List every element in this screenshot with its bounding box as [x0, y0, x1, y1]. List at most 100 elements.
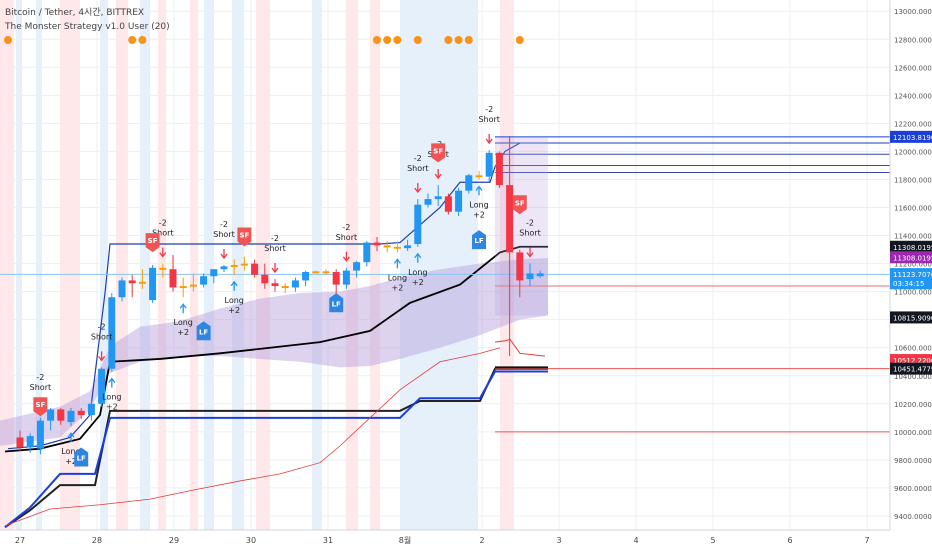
candle[interactable] [179, 277, 187, 298]
candle[interactable] [393, 241, 401, 253]
candle[interactable] [16, 430, 24, 452]
candle[interactable] [220, 265, 228, 273]
candle-body [210, 269, 218, 277]
candle-body [414, 204, 422, 244]
candle[interactable] [261, 263, 269, 289]
candle[interactable] [414, 199, 422, 247]
price-tag [890, 130, 932, 143]
candle[interactable] [138, 269, 146, 289]
candle-body [353, 262, 361, 271]
long-label: +2 [412, 278, 424, 287]
candle[interactable] [77, 408, 85, 420]
candle[interactable] [332, 269, 340, 298]
shade-band [400, 0, 478, 530]
candle[interactable] [67, 408, 75, 427]
short-label: -2 [414, 154, 422, 163]
signal-dot [515, 36, 524, 44]
candle[interactable] [444, 193, 452, 215]
candle-body [526, 273, 534, 280]
candle[interactable] [363, 241, 371, 267]
candle[interactable] [159, 263, 167, 278]
candle[interactable] [526, 263, 534, 287]
sf-badge: SF [33, 397, 48, 417]
price-tick-label: 12200.000000 [894, 120, 932, 128]
signal-dot [393, 36, 402, 44]
price-tag [890, 311, 932, 324]
candle[interactable] [302, 270, 310, 287]
candle[interactable] [57, 408, 65, 425]
candle[interactable] [26, 433, 34, 453]
price-tick-label: 9400.000000 [894, 513, 932, 521]
candle[interactable] [404, 239, 412, 251]
time-axis[interactable]: 27 28 29 30 31 8월 2 3 4 5 6 7 [0, 529, 890, 550]
candle[interactable] [495, 151, 503, 188]
candle[interactable] [383, 241, 391, 253]
candle[interactable] [210, 269, 218, 284]
candle[interactable] [434, 185, 442, 207]
long-arrowhead-icon [179, 303, 187, 309]
price-tick-label: 12400.000000 [894, 92, 932, 100]
long-label: +2 [177, 328, 189, 337]
candle-body [291, 280, 299, 288]
candle[interactable] [485, 150, 493, 183]
badge-label: SF [148, 237, 158, 245]
candles[interactable] [16, 136, 544, 455]
candle[interactable] [240, 256, 248, 271]
candle[interactable] [281, 283, 289, 294]
badge-label: LF [474, 237, 483, 245]
sf-badge-shape [145, 233, 160, 253]
candle[interactable] [108, 293, 116, 372]
candle-body [189, 284, 197, 287]
candle[interactable] [271, 279, 279, 292]
candle[interactable] [353, 260, 361, 278]
short-label: -2 [98, 322, 106, 331]
short-label: Short [91, 332, 112, 341]
candle[interactable] [291, 277, 299, 292]
price-tag [890, 240, 932, 253]
candle-body [383, 245, 391, 248]
short-label: -2 [36, 373, 44, 382]
candle[interactable] [118, 277, 126, 302]
candle[interactable] [322, 269, 330, 275]
shade-band [370, 0, 380, 530]
candle[interactable] [516, 249, 524, 298]
candle[interactable] [149, 265, 157, 303]
short-arrowhead-icon [526, 252, 534, 258]
shade-band [36, 0, 42, 530]
candle-body [312, 271, 320, 274]
shade-band [312, 0, 322, 530]
candle-body [475, 175, 483, 178]
short-arrowhead-icon [98, 355, 106, 362]
candle[interactable] [87, 399, 95, 421]
short-arrowhead-icon [159, 252, 167, 258]
candle[interactable] [47, 408, 55, 431]
indicator-title: The Monster Strategy v1.0 User (20) [5, 22, 170, 32]
candle[interactable] [251, 259, 259, 278]
candle[interactable] [98, 367, 106, 407]
candle[interactable] [312, 270, 320, 274]
candle[interactable] [189, 273, 197, 292]
price-axis[interactable]: 9400.000000 9600.000000 9800.000000 10000.0… [889, 0, 932, 550]
price-tag-label: 11308.01950 [893, 254, 932, 262]
lf-badge: LF [74, 447, 89, 467]
candle[interactable] [536, 270, 544, 278]
candle[interactable] [455, 187, 463, 216]
short-label: Short [152, 229, 173, 238]
candle[interactable] [475, 171, 483, 180]
signal-dot [4, 36, 12, 44]
candle-body [118, 280, 126, 298]
symbol-title: Bitcoin / Tether, 4시간, BITTREX [5, 8, 145, 18]
candle[interactable] [128, 274, 136, 298]
long-label: +2 [392, 283, 404, 292]
candle[interactable] [342, 267, 350, 289]
candle[interactable] [424, 193, 432, 208]
candle[interactable] [200, 273, 208, 288]
candle[interactable] [506, 136, 514, 357]
candle[interactable] [169, 255, 177, 292]
price-tick-label: 11400.000000 [894, 233, 932, 241]
short-arrowhead-icon [271, 267, 279, 274]
candle[interactable] [465, 173, 473, 194]
candle[interactable] [36, 417, 44, 455]
candle[interactable] [230, 259, 238, 275]
candle[interactable] [373, 236, 381, 251]
